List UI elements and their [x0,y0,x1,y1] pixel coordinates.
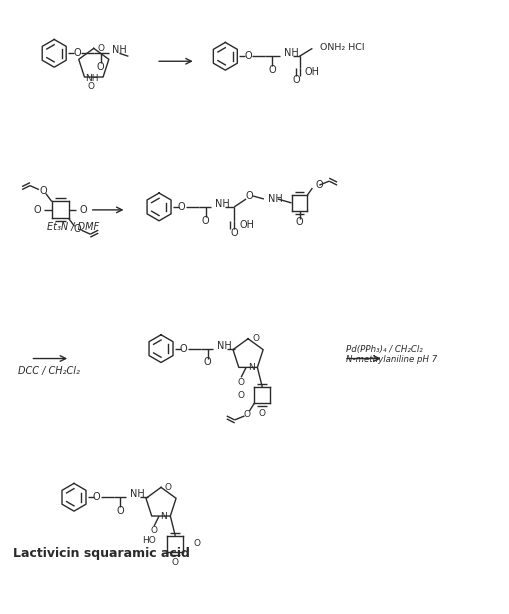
Text: O: O [245,191,252,201]
Text: Et₃N / DMF: Et₃N / DMF [47,222,99,231]
Text: O: O [295,217,303,227]
Text: O: O [73,224,81,234]
Text: ONH₂ HCl: ONH₂ HCl [320,43,364,52]
Text: O: O [230,228,238,238]
Text: O: O [202,216,209,226]
Text: O: O [79,205,87,215]
Text: O: O [193,539,200,548]
Text: O: O [73,49,80,58]
Text: O: O [251,334,259,343]
Text: O: O [117,506,124,516]
Text: O: O [180,344,187,354]
Text: O: O [172,558,179,567]
Text: O: O [237,378,244,387]
Text: HO: HO [142,536,155,545]
Text: O: O [315,180,322,190]
Text: NH: NH [267,194,282,204]
Text: OH: OH [304,67,319,77]
Text: O: O [244,52,251,61]
Text: NH: NH [86,74,99,82]
Text: DCC / CH₂Cl₂: DCC / CH₂Cl₂ [18,367,79,376]
Text: O: O [98,44,104,53]
Text: OH: OH [239,220,253,230]
Text: O: O [87,82,94,91]
Text: NH: NH [215,199,230,209]
Text: O: O [292,75,300,85]
Text: O: O [258,410,265,419]
Text: O: O [243,410,250,419]
Text: O: O [237,391,244,400]
Text: O: O [150,526,157,535]
Text: O: O [267,65,275,75]
Text: NH: NH [217,341,232,351]
Text: O: O [39,185,46,196]
Text: O: O [93,492,100,502]
Text: O: O [97,62,104,72]
Text: N-methylaniline pH 7: N-methylaniline pH 7 [345,355,436,364]
Text: N: N [247,363,254,372]
Text: O: O [33,205,41,215]
Text: O: O [165,483,172,492]
Text: N: N [160,511,167,521]
Text: O: O [203,357,211,368]
Text: Lactivicin squaramic acid: Lactivicin squaramic acid [13,547,189,560]
Text: NH: NH [111,45,126,55]
Text: O: O [178,202,185,212]
Text: NH: NH [130,489,145,499]
Text: Pd(PPh₃)₄ / CH₂Cl₂: Pd(PPh₃)₄ / CH₂Cl₂ [345,345,422,354]
Text: NH: NH [283,49,298,58]
